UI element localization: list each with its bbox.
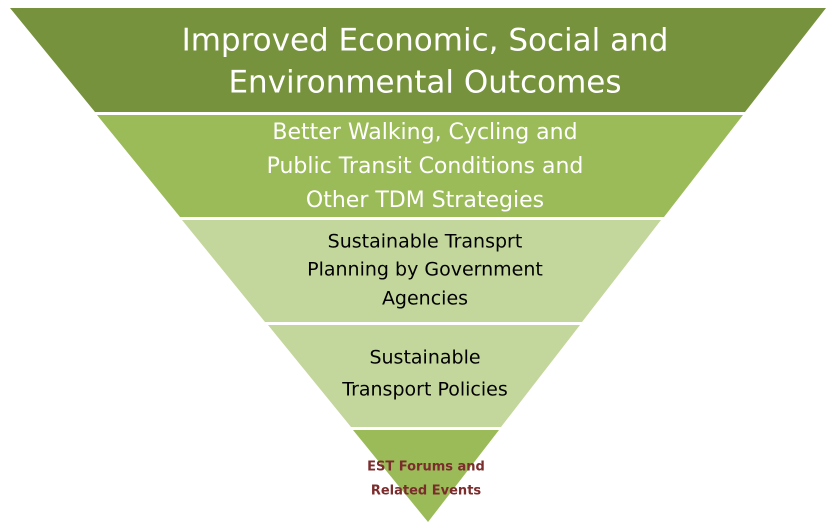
- level-text: Public Transit Conditions and: [267, 154, 584, 179]
- level-text: Sustainable Transprt: [328, 231, 523, 253]
- level-2: [97, 115, 743, 217]
- level-text: Sustainable: [369, 347, 480, 369]
- labels: Improved Economic, Social and Environment…: [182, 23, 669, 499]
- level-text: Planning by Government: [307, 259, 543, 281]
- level-text: Other TDM Strategies: [306, 188, 544, 213]
- level-text: Transport Policies: [341, 379, 507, 401]
- level-text: Agencies: [382, 288, 468, 310]
- level-text: Environmental Outcomes: [228, 65, 621, 101]
- level-5: [353, 430, 499, 522]
- level-4: [268, 325, 580, 427]
- level-text: Related Events: [371, 484, 482, 499]
- level-text: Better Walking, Cycling and: [272, 120, 577, 145]
- level-1: [10, 8, 826, 112]
- level-text: Improved Economic, Social and: [182, 23, 669, 59]
- level-3: [182, 220, 661, 322]
- level-text: EST Forums and: [367, 460, 485, 475]
